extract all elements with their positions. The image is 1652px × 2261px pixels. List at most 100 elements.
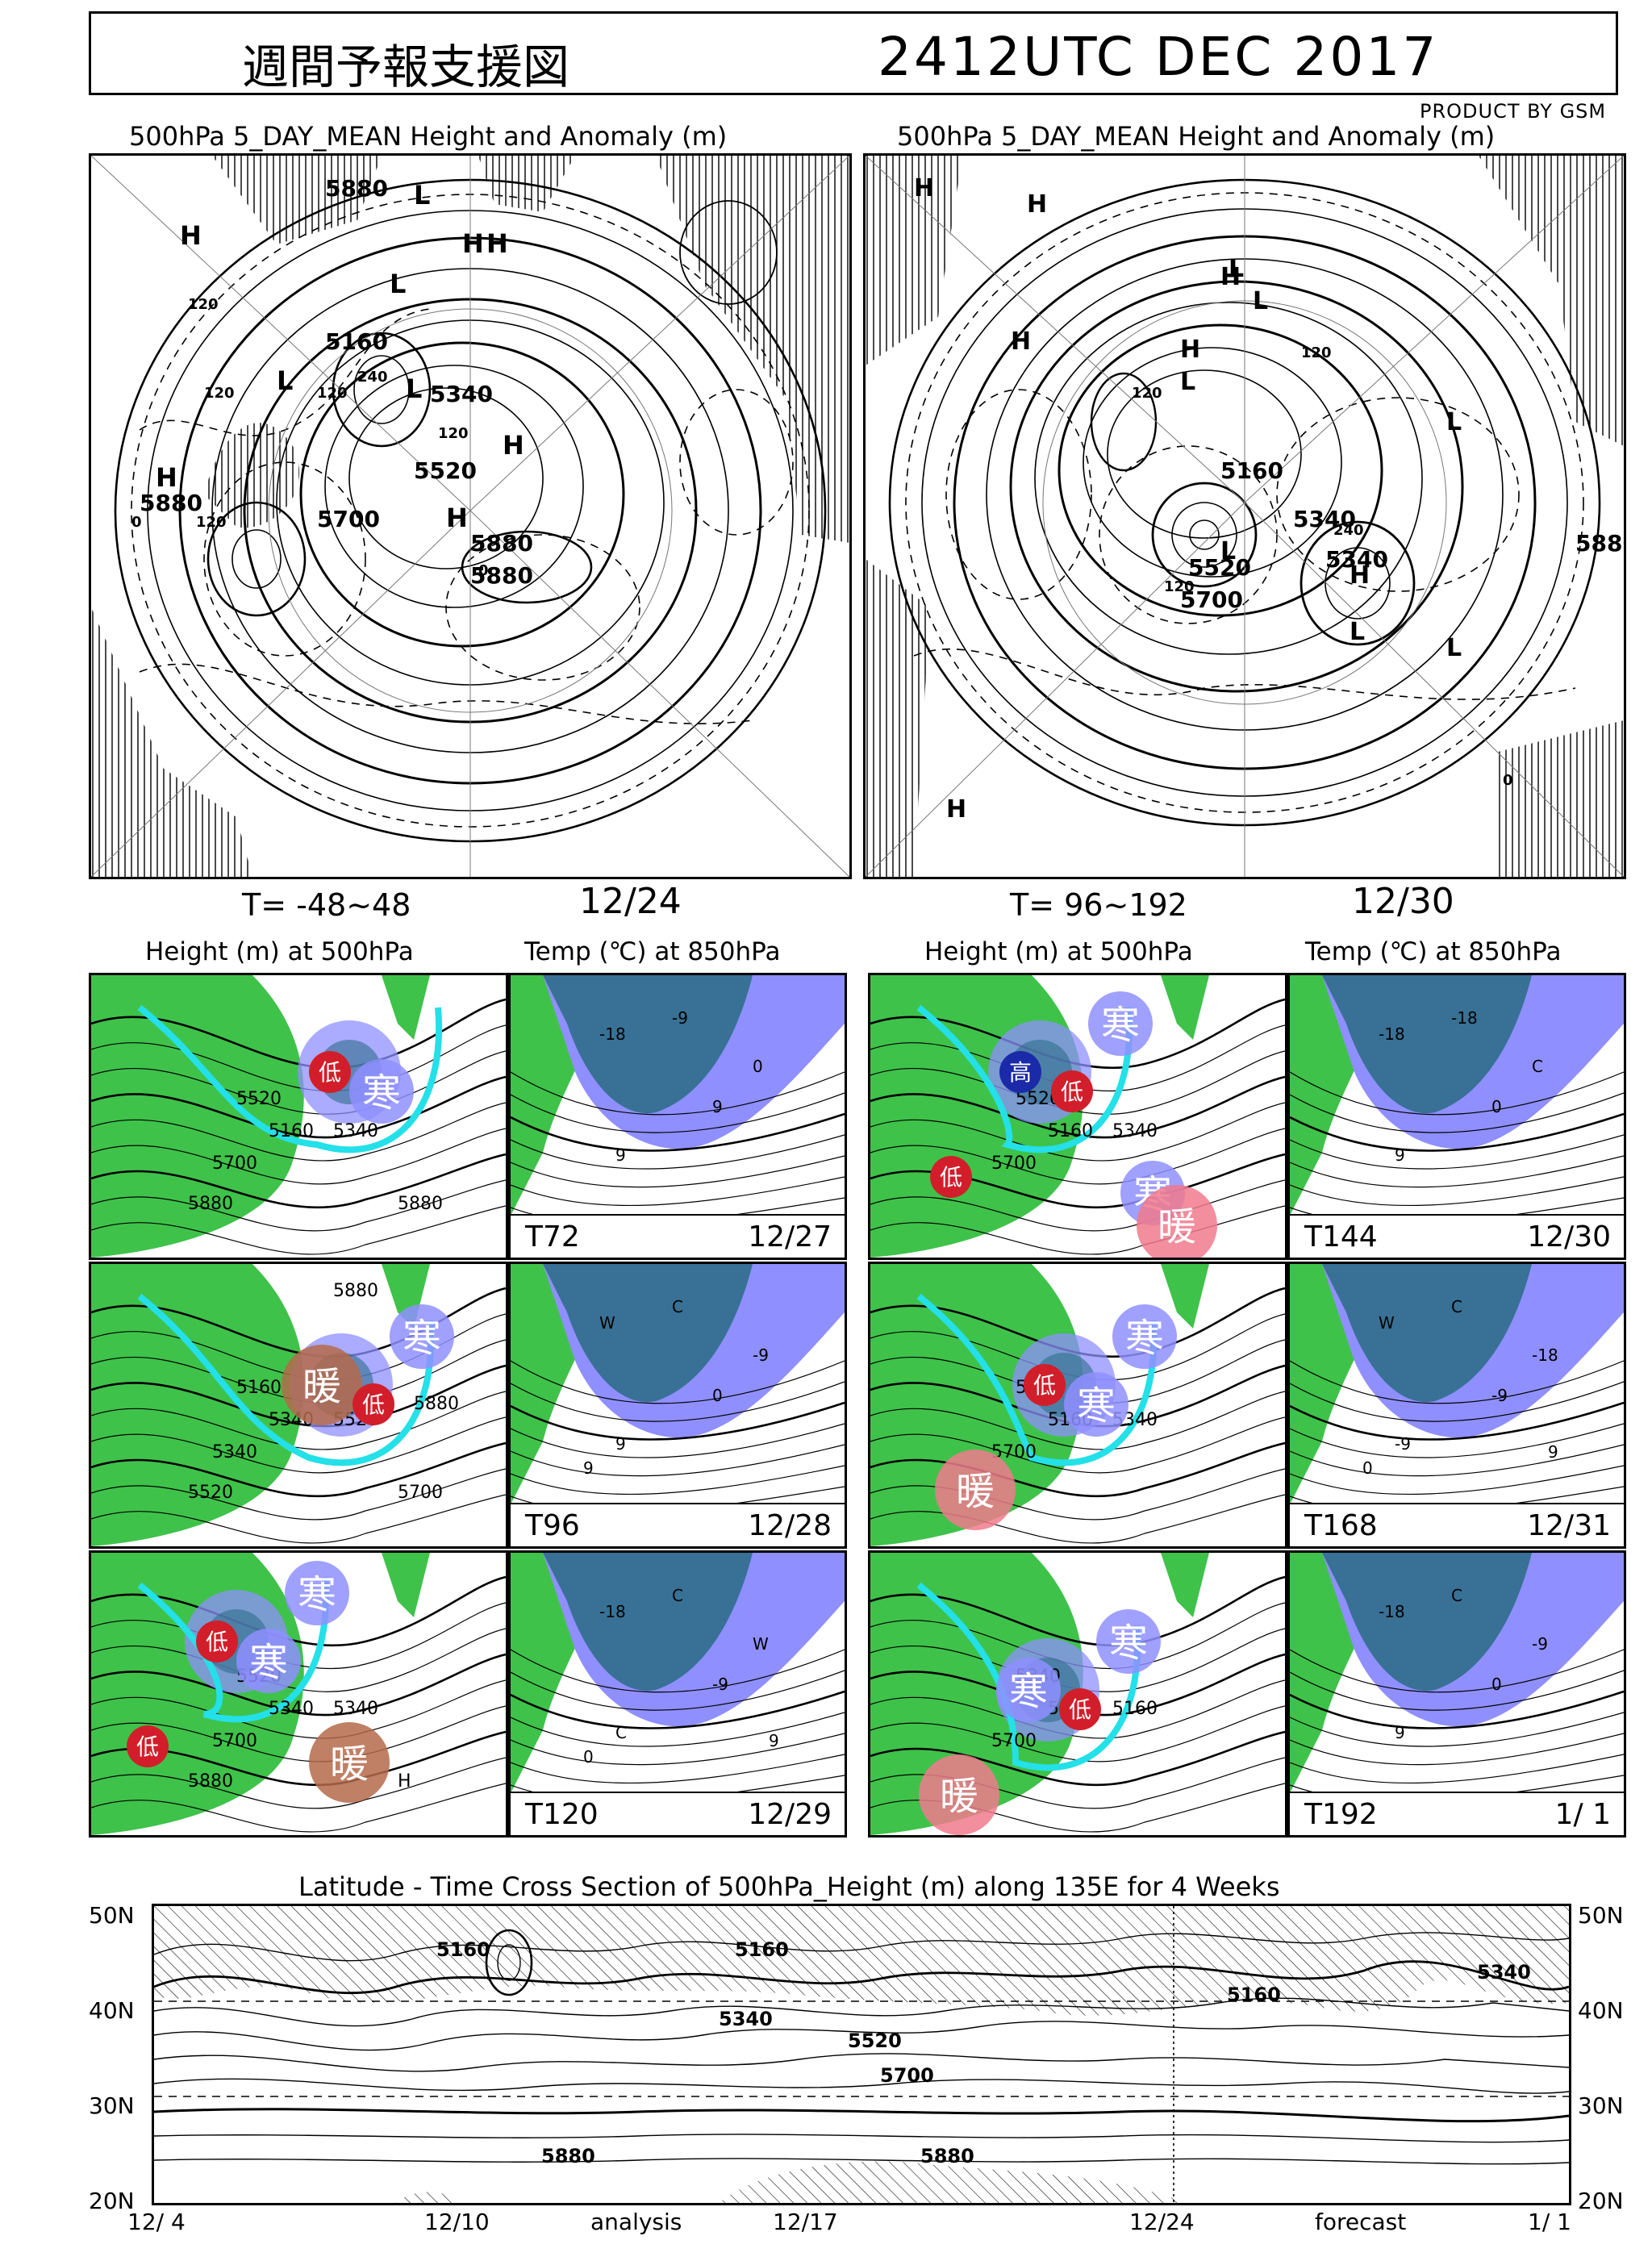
lat-label-50n-right: 50N xyxy=(1578,1902,1624,1929)
right-temp-title: Temp (℃) at 850hPa xyxy=(1305,937,1562,966)
lat-label-40n-right: 40N xyxy=(1578,1997,1624,2024)
temp-contour-label: C xyxy=(615,1723,627,1742)
badge-label: 寒 xyxy=(362,1070,401,1116)
low-marker: L xyxy=(1253,287,1268,315)
hatched-area xyxy=(866,559,930,877)
height-contour-label: 5160 xyxy=(325,328,388,355)
height-contour-label: 5880 xyxy=(333,1281,378,1301)
temp-contour-label: 9 xyxy=(712,1097,723,1116)
temp-contour-label: C xyxy=(672,1586,683,1605)
hatched-area xyxy=(656,156,849,543)
anomaly-label: 240 xyxy=(357,369,388,386)
hatched-area xyxy=(866,156,962,365)
warm-badge xyxy=(919,1754,999,1835)
height-contour-label: 5700 xyxy=(1180,586,1243,613)
land-area xyxy=(1161,975,1209,1040)
very-cold-area xyxy=(1322,1264,1532,1403)
jet-stream-arrow xyxy=(916,1293,1158,1466)
time-label-1210: 12/10 xyxy=(424,2209,490,2235)
cross-contour-label: 5160 xyxy=(436,1938,490,1961)
anomaly-label: 120 xyxy=(438,425,469,442)
high-marker: H xyxy=(1011,327,1031,356)
hatched-area xyxy=(719,2161,1187,2203)
height-contour-label: 5520 xyxy=(1188,554,1251,581)
temp-contour-label: -18 xyxy=(1451,1008,1478,1028)
cross-contour-label: 5340 xyxy=(719,2008,773,2030)
low-badge xyxy=(930,1156,972,1198)
cold-badge xyxy=(236,1629,301,1693)
temp-contour-label: 0 xyxy=(712,1386,723,1405)
right-height-title: Height (m) at 500hPa xyxy=(924,937,1193,966)
temp-contour-label: 0 xyxy=(1362,1458,1373,1478)
issue-date: 2412UTC DEC 2017 xyxy=(878,26,1439,88)
forecast-label: forecast xyxy=(1315,2209,1407,2235)
low-marker: L xyxy=(406,373,422,404)
anomaly-label: 120 xyxy=(1164,578,1195,595)
low-badge xyxy=(309,1051,351,1093)
lat-label-30n-left: 30N xyxy=(89,2092,135,2119)
badge-label: 低 xyxy=(1061,1078,1083,1105)
height-contour-label: 5340 xyxy=(269,1699,314,1719)
temp-contour-label: 9 xyxy=(1548,1442,1558,1462)
temp-contour-label: 9 xyxy=(1395,1723,1405,1742)
cross-contour-label: 5880 xyxy=(920,2145,974,2167)
height-contour-label: 5520 xyxy=(236,1089,282,1109)
height-map: 5340516053405700寒低寒暖 xyxy=(870,1553,1285,1835)
right-period: T= 96~192 xyxy=(1010,887,1187,923)
land-area xyxy=(91,975,304,1258)
height-contour-label: 5340 xyxy=(430,381,493,407)
hatched-area xyxy=(396,2192,461,2203)
cross-contour-label: 5520 xyxy=(848,2029,902,2052)
height-contour-label: 5160 xyxy=(1112,1699,1158,1719)
high-marker: H xyxy=(462,228,484,259)
height-contour-label: 5520 xyxy=(188,1483,233,1503)
badge-label: 低 xyxy=(1069,1696,1091,1723)
right-map-title: 500hPa 5_DAY_MEAN Height and Anomaly (m) xyxy=(897,121,1496,152)
high-marker: H xyxy=(486,228,508,259)
height-contour-label: 5880 xyxy=(398,1194,443,1214)
temp-contour-label: 9 xyxy=(1395,1145,1405,1165)
anomaly-label: 120 xyxy=(317,385,348,402)
temp-contour-label: C xyxy=(1451,1297,1462,1316)
hatched-area xyxy=(212,156,382,244)
temp-contour-label: -9 xyxy=(1395,1434,1411,1454)
temp-contour-label: 9 xyxy=(769,1731,779,1750)
badge-label: 高 xyxy=(1009,1059,1032,1086)
badge-label: 寒 xyxy=(249,1640,288,1685)
lat-label-40n-left: 40N xyxy=(89,1997,135,2024)
height-500hpa-panel: 5160 5340 5520 5700 5880 5880 低寒 xyxy=(89,973,508,1260)
cross-contour-label: 5700 xyxy=(880,2064,934,2087)
anomaly-label: 0 xyxy=(1503,772,1513,789)
time-label-0101: 1/ 1 xyxy=(1528,2209,1571,2235)
right-mean-map: 5160 5340 5520 5700 5340 5880 120 120 240 120 0 H H H… xyxy=(863,153,1626,879)
temp-contour-label: -18 xyxy=(1379,1602,1405,1621)
high-marker: H xyxy=(1350,561,1370,590)
height-contour-label: H xyxy=(398,1771,411,1792)
badge-label: 寒 xyxy=(1077,1383,1116,1429)
temp-contour-label: -9 xyxy=(712,1675,728,1694)
forecast-step: T120 xyxy=(525,1798,599,1831)
forecast-date: 12/28 xyxy=(748,1509,832,1542)
height-map: 5160534055205700高低寒低寒暖 xyxy=(870,975,1285,1258)
temp-contour-label: W xyxy=(599,1313,615,1333)
temp-contour-label: -9 xyxy=(1532,1634,1548,1654)
time-label-1224: 12/24 xyxy=(1129,2209,1195,2235)
high-marker: H xyxy=(180,220,202,251)
height-contour-label: 5880 xyxy=(188,1771,233,1792)
temp-850hpa-panel: -18 -9 0 9 9 T72 12/27 xyxy=(508,973,847,1260)
height-contour-label: 5340 xyxy=(333,1699,378,1719)
land-area xyxy=(1161,1264,1209,1329)
height-contour-label: 5700 xyxy=(317,506,380,532)
forecast-date: 12/30 xyxy=(1527,1220,1611,1254)
temp-contour-label: 9 xyxy=(615,1145,626,1165)
temp-850hpa-panel: W C -18 -9 -9 0 9 T168 12/31 xyxy=(1287,1262,1626,1549)
high-marker: H xyxy=(156,462,177,493)
high-marker: H xyxy=(1027,190,1047,219)
high-marker: H xyxy=(946,795,966,824)
forecast-step: T168 xyxy=(1304,1509,1378,1542)
temp-contour-label: -18 xyxy=(599,1602,626,1621)
temp-contour-label: 0 xyxy=(583,1747,594,1767)
left-temp-title: Temp (℃) at 850hPa xyxy=(524,937,781,966)
badge-label: 寒 xyxy=(403,1316,441,1361)
